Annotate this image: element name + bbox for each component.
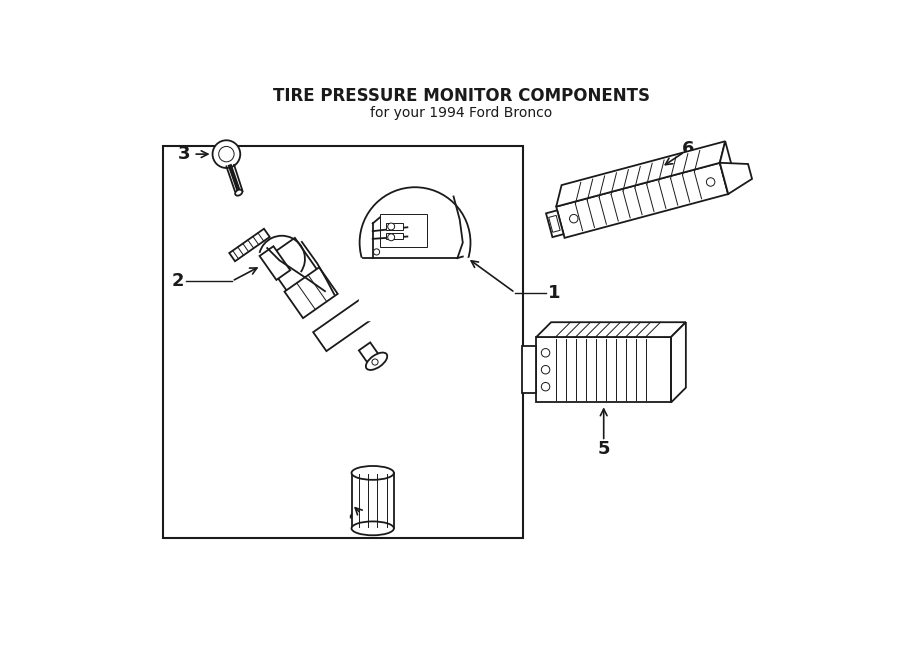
Circle shape bbox=[570, 214, 578, 223]
Circle shape bbox=[541, 365, 550, 374]
FancyBboxPatch shape bbox=[386, 224, 402, 230]
Polygon shape bbox=[546, 211, 563, 237]
Circle shape bbox=[541, 349, 550, 357]
Polygon shape bbox=[265, 238, 319, 294]
FancyBboxPatch shape bbox=[163, 146, 523, 538]
Ellipse shape bbox=[352, 466, 394, 480]
Polygon shape bbox=[549, 215, 560, 232]
Ellipse shape bbox=[235, 189, 242, 196]
Circle shape bbox=[372, 359, 378, 365]
Circle shape bbox=[374, 249, 380, 255]
Polygon shape bbox=[720, 141, 733, 194]
Polygon shape bbox=[313, 299, 374, 351]
Circle shape bbox=[212, 140, 240, 168]
Polygon shape bbox=[671, 322, 686, 402]
Polygon shape bbox=[352, 473, 394, 528]
Circle shape bbox=[541, 383, 550, 391]
Polygon shape bbox=[556, 163, 728, 238]
Circle shape bbox=[706, 178, 715, 186]
Polygon shape bbox=[259, 246, 290, 280]
Circle shape bbox=[388, 234, 394, 241]
Text: 2: 2 bbox=[172, 272, 184, 290]
Polygon shape bbox=[284, 267, 338, 318]
Polygon shape bbox=[720, 163, 752, 194]
Polygon shape bbox=[556, 141, 725, 207]
Polygon shape bbox=[359, 258, 472, 320]
Circle shape bbox=[360, 187, 471, 298]
Polygon shape bbox=[536, 337, 671, 402]
Text: 1: 1 bbox=[547, 284, 560, 302]
FancyBboxPatch shape bbox=[381, 214, 427, 246]
Ellipse shape bbox=[366, 353, 387, 370]
Text: 5: 5 bbox=[598, 440, 610, 458]
Circle shape bbox=[388, 223, 394, 230]
Text: 6: 6 bbox=[682, 140, 695, 158]
FancyBboxPatch shape bbox=[386, 232, 402, 239]
Text: TIRE PRESSURE MONITOR COMPONENTS: TIRE PRESSURE MONITOR COMPONENTS bbox=[273, 87, 650, 105]
Ellipse shape bbox=[352, 522, 394, 536]
Text: 3: 3 bbox=[177, 145, 190, 163]
Polygon shape bbox=[523, 346, 536, 393]
Polygon shape bbox=[536, 322, 686, 337]
Polygon shape bbox=[230, 229, 270, 261]
Text: 4: 4 bbox=[348, 507, 361, 525]
Text: for your 1994 Ford Bronco: for your 1994 Ford Bronco bbox=[370, 107, 553, 120]
Circle shape bbox=[219, 146, 234, 162]
Polygon shape bbox=[359, 342, 383, 369]
